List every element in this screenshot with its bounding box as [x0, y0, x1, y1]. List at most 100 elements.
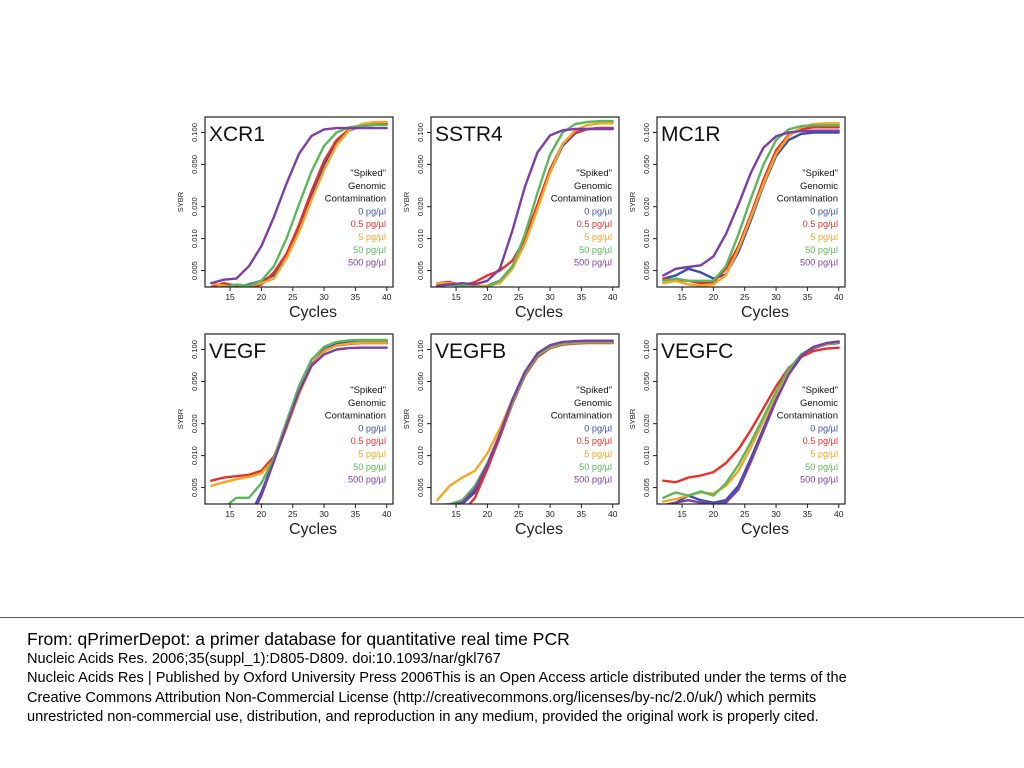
x-tick-label: 40	[382, 509, 392, 519]
series-line-4	[450, 339, 614, 504]
x-axis-label: Cycles	[515, 521, 563, 538]
series-line-3	[227, 338, 388, 504]
legend-entry-1: 0.5 pg/µl	[803, 219, 838, 229]
series-lines	[436, 119, 614, 287]
y-axis-label: SYBR	[176, 408, 185, 429]
legend-entry-3: 50 pg/µl	[805, 462, 838, 472]
legend-entry-2: 5 pg/µl	[810, 232, 838, 242]
legend-entry-0: 0 pg/µl	[358, 423, 386, 433]
legend-title-line-1: Genomic	[800, 181, 838, 192]
legend-entry-4: 500 pg/µl	[800, 475, 838, 485]
y-tick-label: 0.050	[416, 372, 425, 391]
series-line-4	[436, 127, 614, 287]
x-tick-label: 25	[740, 509, 750, 519]
legend-entry-0: 0 pg/µl	[584, 423, 612, 433]
series-line-3	[436, 119, 614, 287]
x-tick-label: 20	[483, 292, 493, 302]
legend-title-line-0: "Spiked"	[802, 168, 838, 179]
x-tick-label: 20	[257, 509, 267, 519]
plot-frame	[656, 333, 846, 505]
y-tick-label: 0.020	[416, 414, 425, 433]
x-tick-label: 25	[288, 509, 298, 519]
x-tick-label: 35	[577, 292, 587, 302]
caption-license-line-2: Creative Commons Attribution Non-Commerc…	[27, 689, 817, 706]
x-tick-label: 15	[451, 292, 461, 302]
x-axis-label: Cycles	[289, 521, 337, 538]
legend-title-line-0: "Spiked"	[576, 168, 612, 179]
y-tick-label: 0.020	[190, 197, 199, 216]
series-lines	[210, 338, 388, 504]
series-line-4	[662, 129, 840, 277]
x-tick-label: 40	[834, 292, 844, 302]
y-axis-label: SYBR	[628, 191, 637, 212]
legend-entry-1: 0.5 pg/µl	[577, 219, 612, 229]
y-tick-label: 0.005	[416, 478, 425, 497]
series-lines	[662, 340, 840, 504]
legend-entry-4: 500 pg/µl	[574, 475, 612, 485]
chart-panel-sstr4: 15 20 25 30 35 40 0.005 0.010 0.020 0.050 0.100 SYB…	[402, 116, 620, 321]
x-tick-label: 30	[545, 509, 555, 519]
legend-entry-2: 5 pg/µl	[584, 232, 612, 242]
x-axis-label: Cycles	[741, 521, 789, 538]
x-tick-label: 40	[608, 509, 618, 519]
y-tick-label: 0.100	[416, 123, 425, 142]
x-tick-label: 15	[677, 292, 687, 302]
y-axis-label: SYBR	[176, 191, 185, 212]
legend-title-line-1: Genomic	[800, 398, 838, 409]
legend-entry-3: 50 pg/µl	[353, 462, 386, 472]
x-tick-label: 25	[514, 292, 524, 302]
plot-frame	[430, 333, 620, 505]
panel-title: VEGFC	[661, 340, 733, 363]
x-axis-label: Cycles	[515, 304, 563, 321]
legend-entry-1: 0.5 pg/µl	[577, 436, 612, 446]
caption-license-line-3: unrestricted non-commercial use, distrib…	[27, 709, 819, 725]
y-tick-label: 0.010	[190, 446, 199, 465]
legend-entry-4: 500 pg/µl	[800, 258, 838, 268]
y-tick-label: 0.010	[416, 229, 425, 248]
y-tick-label: 0.100	[416, 340, 425, 359]
x-tick-label: 30	[771, 292, 781, 302]
legend-title-line-2: Contamination	[777, 194, 838, 205]
x-axis-label: Cycles	[741, 304, 789, 321]
chart-panel-vegf: 15 20 25 30 35 40 0.005 0.010 0.020 0.050 0.100 SYB…	[176, 333, 394, 538]
legend-title-line-2: Contamination	[551, 411, 612, 422]
y-tick-label: 0.020	[642, 197, 651, 216]
panel-title: SSTR4	[435, 123, 503, 146]
legend-entry-2: 5 pg/µl	[358, 232, 386, 242]
legend-title-line-1: Genomic	[574, 181, 612, 192]
legend-title-line-1: Genomic	[348, 181, 386, 192]
plot-frame	[656, 116, 846, 288]
y-axis-label: SYBR	[628, 408, 637, 429]
legend-entry-2: 5 pg/µl	[358, 449, 386, 459]
legend-title-line-1: Genomic	[348, 398, 386, 409]
series-line-4	[663, 340, 840, 504]
x-tick-label: 20	[709, 509, 719, 519]
y-tick-label: 0.010	[190, 229, 199, 248]
x-tick-label: 25	[514, 509, 524, 519]
x-tick-label: 35	[803, 292, 813, 302]
legend-title-line-1: Genomic	[574, 398, 612, 409]
x-tick-label: 20	[483, 509, 493, 519]
legend-entry-0: 0 pg/µl	[810, 206, 838, 216]
x-tick-label: 40	[382, 292, 392, 302]
x-tick-label: 30	[319, 509, 329, 519]
y-tick-label: 0.100	[642, 123, 651, 142]
y-tick-label: 0.100	[190, 340, 199, 359]
series-line-1	[662, 346, 840, 484]
x-tick-label: 15	[225, 292, 235, 302]
x-tick-label: 35	[577, 509, 587, 519]
x-tick-label: 30	[771, 509, 781, 519]
y-tick-label: 0.100	[190, 123, 199, 142]
x-tick-label: 25	[288, 292, 298, 302]
legend-entry-3: 50 pg/µl	[805, 245, 838, 255]
legend-entry-4: 500 pg/µl	[574, 258, 612, 268]
x-tick-label: 20	[257, 292, 267, 302]
series-lines	[436, 339, 614, 504]
panel-title: VEGF	[209, 340, 266, 363]
legend-entry-3: 50 pg/µl	[579, 245, 612, 255]
chart-panel-mc1r: 15 20 25 30 35 40 0.005 0.010 0.020 0.050 0.100 SYB…	[628, 116, 846, 321]
legend-entry-1: 0.5 pg/µl	[351, 219, 386, 229]
series-lines	[662, 122, 840, 287]
y-tick-label: 0.050	[642, 372, 651, 391]
legend-entry-1: 0.5 pg/µl	[351, 436, 386, 446]
